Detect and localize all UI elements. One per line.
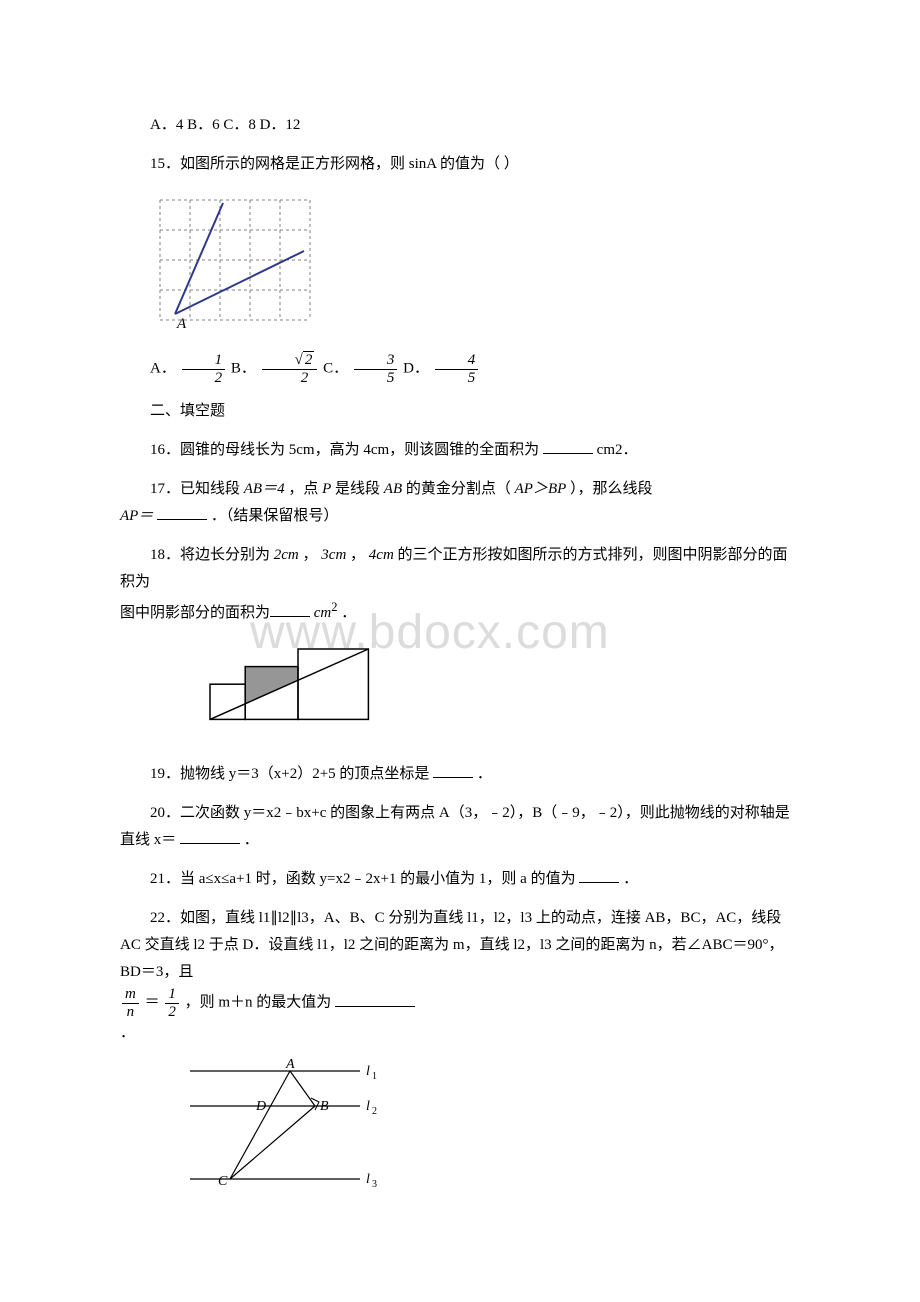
q14-options: A．4 B．6 C．8 D．12 [120,112,800,139]
q17-apbp: AP＞BP [515,481,567,497]
svg-text:2: 2 [372,1106,377,1117]
q18-t3: ， [350,547,365,563]
q22-frac1: m n [122,986,139,1020]
q22-f1d: n [122,1004,139,1021]
svg-text:l: l [366,1064,370,1079]
q18-figure [180,639,800,749]
q18-unit: cm [314,605,332,621]
svg-text:A: A [285,1059,295,1072]
q16-blank [543,438,593,454]
q17-p: P [322,481,331,497]
q19-t1: 19．抛物线 y＝3（x+2）2+5 的顶点坐标是 [150,766,429,782]
svg-text:3: 3 [372,1179,377,1189]
svg-text:l: l [366,1172,370,1187]
fracB-den: 2 [262,370,318,387]
fracD-den: 5 [435,370,479,387]
q17-t2: ，点 [288,481,318,497]
q22-frac2: 1 2 [165,986,179,1020]
q16-b: cm2． [597,442,638,458]
opt-C-label: C． [323,360,348,376]
q15-grid-svg: A [150,190,320,330]
q22: 22．如图，直线 l1∥l2∥l3，A、B、C 分别为直线 l1，l2，l3 上… [120,905,800,1047]
q17-t3: 是线段 [335,481,380,497]
q17-t5: ），那么线段 [570,481,653,497]
svg-text:A: A [176,316,187,330]
svg-text:B: B [320,1099,329,1114]
fracD-num: 4 [435,352,479,370]
q20-t2: ． [244,832,259,848]
fracC-den: 5 [354,370,398,387]
q18-svg [180,639,388,739]
q17-ap: AP＝ [120,508,153,524]
q18-b: 3cm [321,547,346,563]
q21-t1: 21．当 a≤x≤a+1 时，函数 y=x2﹣2x+1 的最小值为 1，则 a … [150,871,576,887]
opt-B-frac: √2 2 [262,352,318,386]
opt-D-frac: 4 5 [435,352,479,386]
q18-blank [270,601,310,617]
q18-a: 2cm [274,547,299,563]
q18-exp: 2 [331,600,337,614]
q21-blank [579,867,619,883]
q16: 16．圆锥的母线长为 5cm，高为 4cm，则该圆锥的全面积为 cm2． [120,437,800,464]
fracA-den: 2 [182,370,226,387]
q15-stem: 15．如图所示的网格是正方形网格，则 sinA 的值为（ ） [120,151,800,178]
q16-a: 16．圆锥的母线长为 5cm，高为 4cm，则该圆锥的全面积为 [150,442,539,458]
q19: 19．抛物线 y＝3（x+2）2+5 的顶点坐标是 ． [120,761,800,788]
q19-t2: ． [477,766,492,782]
q22-t2: ，则 m＋n 的最大值为 [185,995,332,1011]
svg-text:C: C [218,1174,228,1189]
q20-blank [180,828,240,844]
opt-D-label: D． [403,360,429,376]
q22-f1n: m [122,986,139,1004]
opt-A-label: A． [150,360,176,376]
opt-C-frac: 3 5 [354,352,398,386]
q19-blank [433,762,473,778]
q17-t4: 的黄金分割点（ [406,481,511,497]
q15-options: A． 1 2 B． √2 2 C． 3 5 D． 4 5 [120,352,800,386]
q21-t2: ． [623,871,638,887]
section-2-title: 二、填空题 [120,398,800,425]
svg-text:l: l [366,1099,370,1114]
q17-ab2: AB [384,481,402,497]
q22-eq: ＝ [145,995,160,1011]
q18-c: 4cm [369,547,394,563]
fracB-sqrt: 2 [303,351,315,368]
q22-svg: ABCDl1l2l3 [180,1059,400,1189]
q18-t5: ． [341,605,356,621]
q18: 18．将边长分别为 2cm ， 3cm ， 4cm 的三个正方形按如图所示的方式… [120,542,800,627]
q22-f2n: 1 [165,986,179,1004]
q18-t2: ， [303,547,318,563]
fracB-num: √2 [262,352,318,370]
q22-figure: ABCDl1l2l3 [180,1059,800,1199]
q17-blank [157,504,207,520]
q21: 21．当 a≤x≤a+1 时，函数 y=x2﹣2x+1 的最小值为 1，则 a … [120,866,800,893]
q17-t6: ．（结果保留根号） [211,508,339,524]
fracA-num: 1 [182,352,226,370]
q22-t1: 22．如图，直线 l1∥l2∥l3，A、B、C 分别为直线 l1，l2，l3 上… [120,910,784,980]
q15-figure: A [150,190,800,340]
q22-f2d: 2 [165,1004,179,1021]
q18-t1: 18．将边长分别为 [150,547,270,563]
q17-t1: 17．已知线段 [150,481,240,497]
fracC-num: 3 [354,352,398,370]
opt-A-frac: 1 2 [182,352,226,386]
svg-text:D: D [255,1099,266,1114]
q22-blank [335,991,415,1007]
opt-B-label: B． [231,360,256,376]
q22-t3: ． [120,1025,135,1041]
svg-text:1: 1 [372,1071,377,1082]
q17-ab: AB＝4 [244,481,285,497]
q17: 17．已知线段 AB＝4 ，点 P 是线段 AB 的黄金分割点（ AP＞BP ）… [120,476,800,530]
q20: 20．二次函数 y＝x2﹣bx+c 的图象上有两点 A（3，﹣2），B（﹣9，﹣… [120,800,800,854]
